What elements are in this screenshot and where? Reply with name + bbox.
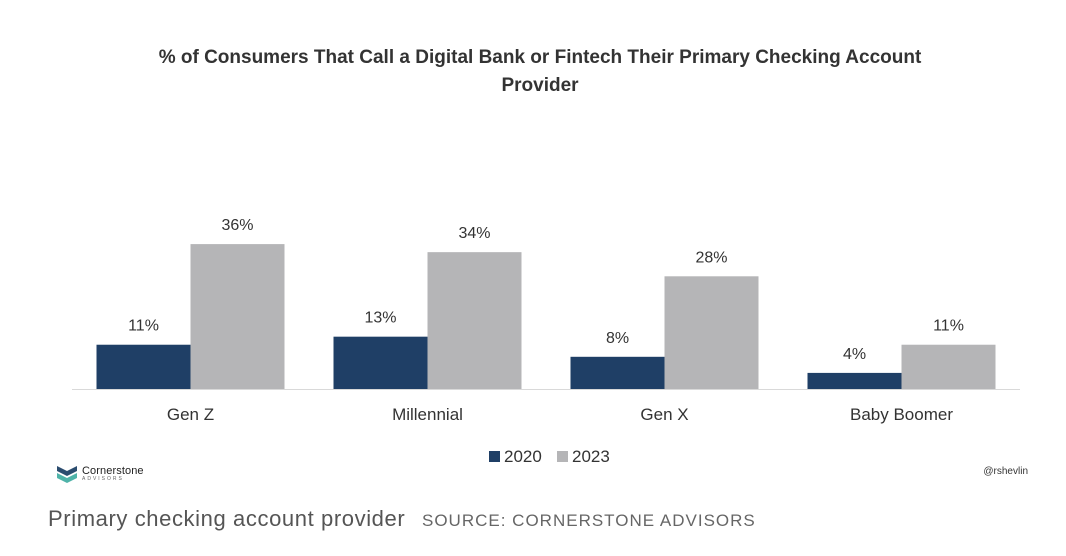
cornerstone-logo-icon	[57, 466, 77, 483]
bar-2023-gen-z	[190, 244, 285, 389]
cornerstone-logo: Cornerstone ADVISORS	[56, 462, 144, 484]
bar-2023-millennial	[427, 252, 522, 389]
caption-text: Primary checking account provider	[48, 506, 406, 531]
data-label-2020-gen-z: 11%	[128, 318, 159, 335]
x-tick-label: Gen X	[640, 405, 688, 424]
bar-2023-baby-boomer	[901, 344, 996, 389]
bar-2020-millennial	[333, 336, 428, 389]
legend-swatch-2023	[557, 451, 568, 462]
image-caption: Primary checking account provider SOURCE…	[48, 506, 756, 532]
data-label-2023-gen-z: 36%	[221, 217, 253, 234]
data-label-2020-gen-x: 8%	[606, 330, 629, 347]
x-tick-label: Gen Z	[167, 405, 214, 424]
x-tick-label: Millennial	[392, 405, 463, 424]
x-tick-label: Baby Boomer	[850, 405, 953, 424]
data-label-2023-baby-boomer: 11%	[933, 318, 964, 335]
bar-2020-baby-boomer	[807, 372, 902, 389]
data-label-2020-baby-boomer: 4%	[843, 346, 866, 363]
chart-panel: % of Consumers That Call a Digital Bank …	[56, 47, 1028, 484]
bar-2023-gen-x	[664, 276, 759, 389]
data-label-2023-gen-x: 28%	[695, 249, 727, 266]
data-label-2023-millennial: 34%	[458, 225, 490, 242]
author-handle: @rshevlin	[983, 466, 1028, 477]
caption-source: SOURCE: CORNERSTONE ADVISORS	[422, 511, 756, 530]
bar-2020-gen-x	[570, 356, 665, 389]
legend-label-2020: 2020	[504, 447, 542, 466]
legend-label-2023: 2023	[572, 447, 610, 466]
legend-swatch-2020	[489, 451, 500, 462]
chart-title: % of Consumers That Call a Digital Bank …	[158, 47, 922, 96]
bar-2020-gen-z	[96, 344, 191, 389]
data-label-2020-millennial: 13%	[364, 310, 396, 327]
logo-name: Cornerstone	[82, 464, 144, 477]
logo-subtitle: ADVISORS	[82, 475, 124, 482]
chart-svg: 11% 36% Gen Z 13% 34% Millennial 8% 28% Gen X 4% 1…	[72, 217, 1020, 466]
